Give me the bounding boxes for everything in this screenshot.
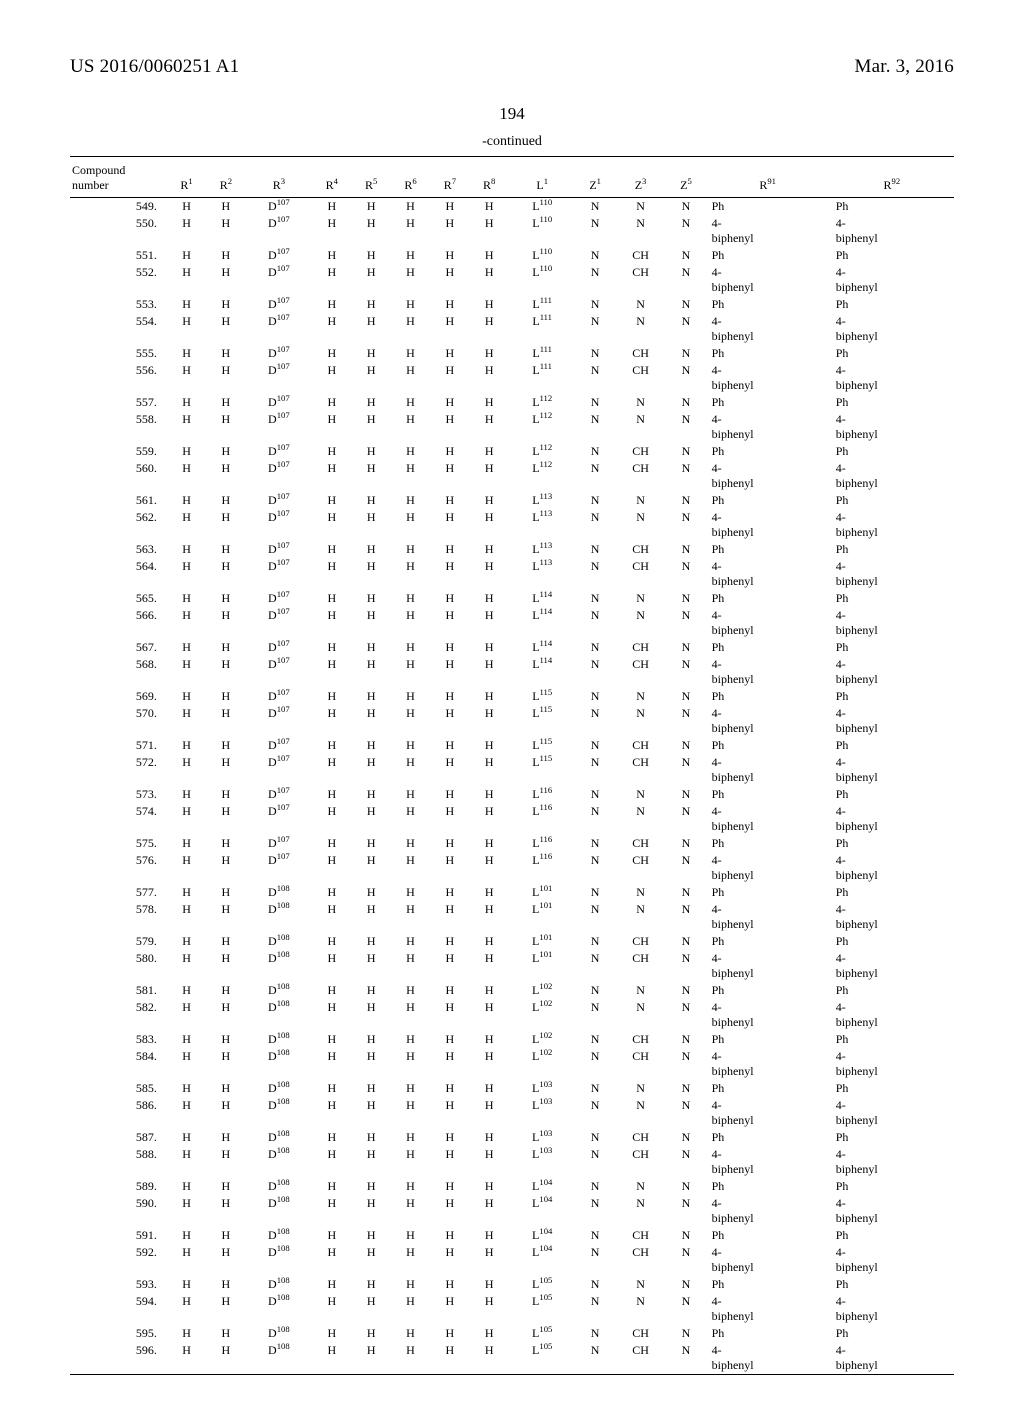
table-row: 570.HHD107HHHHHL115NNN4-biphenyl4-biphen… bbox=[70, 705, 954, 737]
table-header: Compound number R1 R2 R3 R4 R5 R6 R7 R8 … bbox=[70, 157, 954, 198]
table-row: 554.HHD107HHHHHL111NNN4-biphenyl4-biphen… bbox=[70, 313, 954, 345]
col-compound: Compound number bbox=[70, 157, 167, 198]
table-row: 578.HHD108HHHHHL101NNN4-biphenyl4-biphen… bbox=[70, 901, 954, 933]
page: US 2016/0060251 A1 Mar. 3, 2016 194 -con… bbox=[0, 0, 1024, 1415]
table-row: 567.HHD107HHHHHL114NCHNPhPh bbox=[70, 639, 954, 656]
table-row: 571.HHD107HHHHHL115NCHNPhPh bbox=[70, 737, 954, 754]
table-row: 583.HHD108HHHHHL102NCHNPhPh bbox=[70, 1031, 954, 1048]
col-r1: R1 bbox=[167, 157, 206, 198]
table-row: 560.HHD107HHHHHL112NCHN4-biphenyl4-biphe… bbox=[70, 460, 954, 492]
col-r5: R5 bbox=[352, 157, 391, 198]
col-z1: Z1 bbox=[575, 157, 614, 198]
col-z5: Z5 bbox=[666, 157, 705, 198]
col-l1: L1 bbox=[509, 157, 576, 198]
table-row: 566.HHD107HHHHHL114NNN4-biphenyl4-biphen… bbox=[70, 607, 954, 639]
patent-number: US 2016/0060251 A1 bbox=[70, 56, 239, 78]
col-z3: Z3 bbox=[615, 157, 666, 198]
table-row: 586.HHD108HHHHHL103NNN4-biphenyl4-biphen… bbox=[70, 1097, 954, 1129]
patent-date: Mar. 3, 2016 bbox=[854, 56, 954, 78]
table-row: 572.HHD107HHHHHL115NCHN4-biphenyl4-biphe… bbox=[70, 754, 954, 786]
table-row: 555.HHD107HHHHHL111NCHNPhPh bbox=[70, 345, 954, 362]
table-row: 581.HHD108HHHHHL102NNNPhPh bbox=[70, 982, 954, 999]
table-row: 580.HHD108HHHHHL101NCHN4-biphenyl4-biphe… bbox=[70, 950, 954, 982]
compound-table-wrap: Compound number R1 R2 R3 R4 R5 R6 R7 R8 … bbox=[70, 156, 954, 1375]
col-r4: R4 bbox=[312, 157, 351, 198]
table-row: 592.HHD108HHHHHL104NCHN4-biphenyl4-biphe… bbox=[70, 1244, 954, 1276]
compound-table: Compound number R1 R2 R3 R4 R5 R6 R7 R8 … bbox=[70, 157, 954, 1374]
page-number: 194 bbox=[70, 104, 954, 124]
table-row: 587.HHD108HHHHHL103NCHNPhPh bbox=[70, 1129, 954, 1146]
col-r3: R3 bbox=[246, 157, 313, 198]
table-row: 565.HHD107HHHHHL114NNNPhPh bbox=[70, 590, 954, 607]
table-row: 590.HHD108HHHHHL104NNN4-biphenyl4-biphen… bbox=[70, 1195, 954, 1227]
table-row: 552.HHD107HHHHHL110NCHN4-biphenyl4-biphe… bbox=[70, 264, 954, 296]
col-r6: R6 bbox=[391, 157, 430, 198]
table-row: 561.HHD107HHHHHL113NNNPhPh bbox=[70, 492, 954, 509]
table-row: 564.HHD107HHHHHL113NCHN4-biphenyl4-biphe… bbox=[70, 558, 954, 590]
table-body: 549.HHD107HHHHHL110NNNPhPh550.HHD107HHHH… bbox=[70, 198, 954, 1375]
table-row: 556.HHD107HHHHHL111NCHN4-biphenyl4-biphe… bbox=[70, 362, 954, 394]
table-row: 558.HHD107HHHHHL112NNN4-biphenyl4-biphen… bbox=[70, 411, 954, 443]
table-row: 575.HHD107HHHHHL116NCHNPhPh bbox=[70, 835, 954, 852]
table-row: 568.HHD107HHHHHL114NCHN4-biphenyl4-biphe… bbox=[70, 656, 954, 688]
table-row: 559.HHD107HHHHHL112NCHNPhPh bbox=[70, 443, 954, 460]
table-row: 594.HHD108HHHHHL105NNN4-biphenyl4-biphen… bbox=[70, 1293, 954, 1325]
table-row: 557.HHD107HHHHHL112NNNPhPh bbox=[70, 394, 954, 411]
table-row: 585.HHD108HHHHHL103NNNPhPh bbox=[70, 1080, 954, 1097]
table-row: 553.HHD107HHHHHL111NNNPhPh bbox=[70, 296, 954, 313]
table-row: 576.HHD107HHHHHL116NCHN4-biphenyl4-biphe… bbox=[70, 852, 954, 884]
col-r8: R8 bbox=[470, 157, 509, 198]
table-row: 563.HHD107HHHHHL113NCHNPhPh bbox=[70, 541, 954, 558]
table-row: 595.HHD108HHHHHL105NCHNPhPh bbox=[70, 1325, 954, 1342]
patent-header: US 2016/0060251 A1 Mar. 3, 2016 bbox=[70, 56, 954, 78]
table-row: 550.HHD107HHHHHL110NNN4-biphenyl4-biphen… bbox=[70, 215, 954, 247]
table-row: 574.HHD107HHHHHL116NNN4-biphenyl4-biphen… bbox=[70, 803, 954, 835]
table-row: 579.HHD108HHHHHL101NCHNPhPh bbox=[70, 933, 954, 950]
table-row: 569.HHD107HHHHHL115NNNPhPh bbox=[70, 688, 954, 705]
table-row: 582.HHD108HHHHHL102NNN4-biphenyl4-biphen… bbox=[70, 999, 954, 1031]
table-row: 577.HHD108HHHHHL101NNNPhPh bbox=[70, 884, 954, 901]
table-row: 593.HHD108HHHHHL105NNNPhPh bbox=[70, 1276, 954, 1293]
table-row: 591.HHD108HHHHHL104NCHNPhPh bbox=[70, 1227, 954, 1244]
table-row: 562.HHD107HHHHHL113NNN4-biphenyl4-biphen… bbox=[70, 509, 954, 541]
col-r7: R7 bbox=[430, 157, 469, 198]
continued-label: -continued bbox=[70, 134, 954, 150]
table-row: 551.HHD107HHHHHL110NCHNPhPh bbox=[70, 247, 954, 264]
table-row: 584.HHD108HHHHHL102NCHN4-biphenyl4-biphe… bbox=[70, 1048, 954, 1080]
col-r92: R92 bbox=[830, 157, 954, 198]
table-row: 588.HHD108HHHHHL103NCHN4-biphenyl4-biphe… bbox=[70, 1146, 954, 1178]
table-row: 589.HHD108HHHHHL104NNNPhPh bbox=[70, 1178, 954, 1195]
col-r2: R2 bbox=[206, 157, 245, 198]
table-row: 549.HHD107HHHHHL110NNNPhPh bbox=[70, 198, 954, 216]
table-row: 573.HHD107HHHHHL116NNNPhPh bbox=[70, 786, 954, 803]
col-r91: R91 bbox=[706, 157, 830, 198]
table-row: 596.HHD108HHHHHL105NCHN4-biphenyl4-biphe… bbox=[70, 1342, 954, 1374]
